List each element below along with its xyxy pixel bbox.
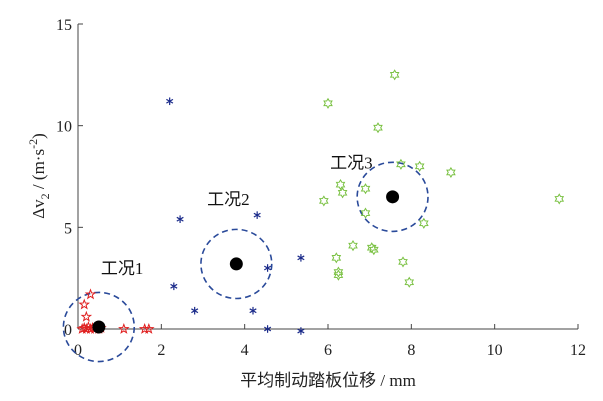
x-axis-title: 平均制动踏板位移 / mm xyxy=(240,371,416,390)
x-tick-label: 10 xyxy=(487,342,503,359)
y-axis-title-sup: -2 xyxy=(26,139,40,149)
x-tick-label: 8 xyxy=(407,342,415,359)
data-point-hexagram xyxy=(554,193,565,205)
data-point-asterisk xyxy=(170,282,178,291)
data-point-hexagram xyxy=(446,166,456,179)
data-point-hexagram xyxy=(323,97,333,109)
data-point-hexagram xyxy=(333,266,344,278)
data-point-hexagram xyxy=(360,207,371,219)
x-tick-label: 12 xyxy=(570,342,586,359)
y-axis-title-unit: / (m·s xyxy=(29,149,48,193)
y-tick-label: 5 xyxy=(64,220,72,237)
data-point-hexagram xyxy=(331,252,342,264)
data-point-hexagram xyxy=(389,69,400,81)
data-point-hexagram xyxy=(414,160,425,172)
cluster-label: 工况1 xyxy=(101,259,143,278)
x-tick-label: 2 xyxy=(157,342,165,359)
centroid-point xyxy=(386,190,400,204)
data-point-hexagram xyxy=(404,276,415,288)
data-point-hexagram xyxy=(333,269,344,281)
y-tick-label: 10 xyxy=(56,119,72,136)
x-tick-label: 0 xyxy=(74,342,82,359)
centroid-point xyxy=(229,257,243,271)
data-point-hexagram xyxy=(398,256,408,268)
data-point-star xyxy=(118,322,130,334)
y-axis-title: Δv2 / (m·s-2) xyxy=(26,133,52,219)
cluster-centroids xyxy=(92,190,400,334)
data-point-hexagram xyxy=(360,183,371,195)
data-point-star xyxy=(80,310,93,322)
y-axis-title-close: ) xyxy=(29,133,48,139)
data-point-asterisk xyxy=(191,306,199,315)
y-tick-label: 0 xyxy=(64,322,72,339)
cluster-circle xyxy=(200,228,273,300)
cluster-label: 工况3 xyxy=(330,153,373,172)
data-point-asterisk xyxy=(253,211,261,219)
x-tick-label: 4 xyxy=(241,342,249,359)
annotations: 工况1 工况2 工况3 xyxy=(101,153,373,278)
y-axis-title-main: Δv xyxy=(29,199,48,219)
data-point-hexagram xyxy=(396,158,406,170)
axes xyxy=(77,24,578,330)
data-point-hexagram xyxy=(373,122,383,134)
data-points xyxy=(76,69,565,335)
data-point-hexagram xyxy=(337,187,348,199)
data-point-hexagram xyxy=(348,240,358,252)
data-point-asterisk xyxy=(297,254,305,262)
data-point-star xyxy=(143,322,155,334)
data-point-asterisk xyxy=(263,325,272,333)
data-point-hexagram xyxy=(419,217,429,229)
y-tick-label: 15 xyxy=(56,17,72,34)
data-point-hexagram xyxy=(335,179,346,191)
data-point-asterisk xyxy=(176,215,184,223)
data-point-hexagram xyxy=(369,244,379,256)
data-point-asterisk xyxy=(166,97,174,106)
cluster-circle xyxy=(356,161,429,233)
data-point-asterisk xyxy=(249,306,257,315)
centroid-point xyxy=(92,320,106,334)
y-axis-title-sub: 2 xyxy=(38,193,52,199)
data-point-star xyxy=(78,298,91,310)
cluster-circles xyxy=(62,161,429,363)
data-point-hexagram xyxy=(319,195,329,207)
x-tick-label: 6 xyxy=(324,342,332,359)
cluster-label: 工况2 xyxy=(207,190,250,209)
ticks: 0 2 4 6 8 10 12 0 5 10 15 xyxy=(56,17,586,359)
data-point-asterisk xyxy=(297,327,305,335)
data-point-star xyxy=(84,288,97,300)
cluster-circle xyxy=(62,291,136,363)
data-point-asterisk xyxy=(263,264,272,272)
